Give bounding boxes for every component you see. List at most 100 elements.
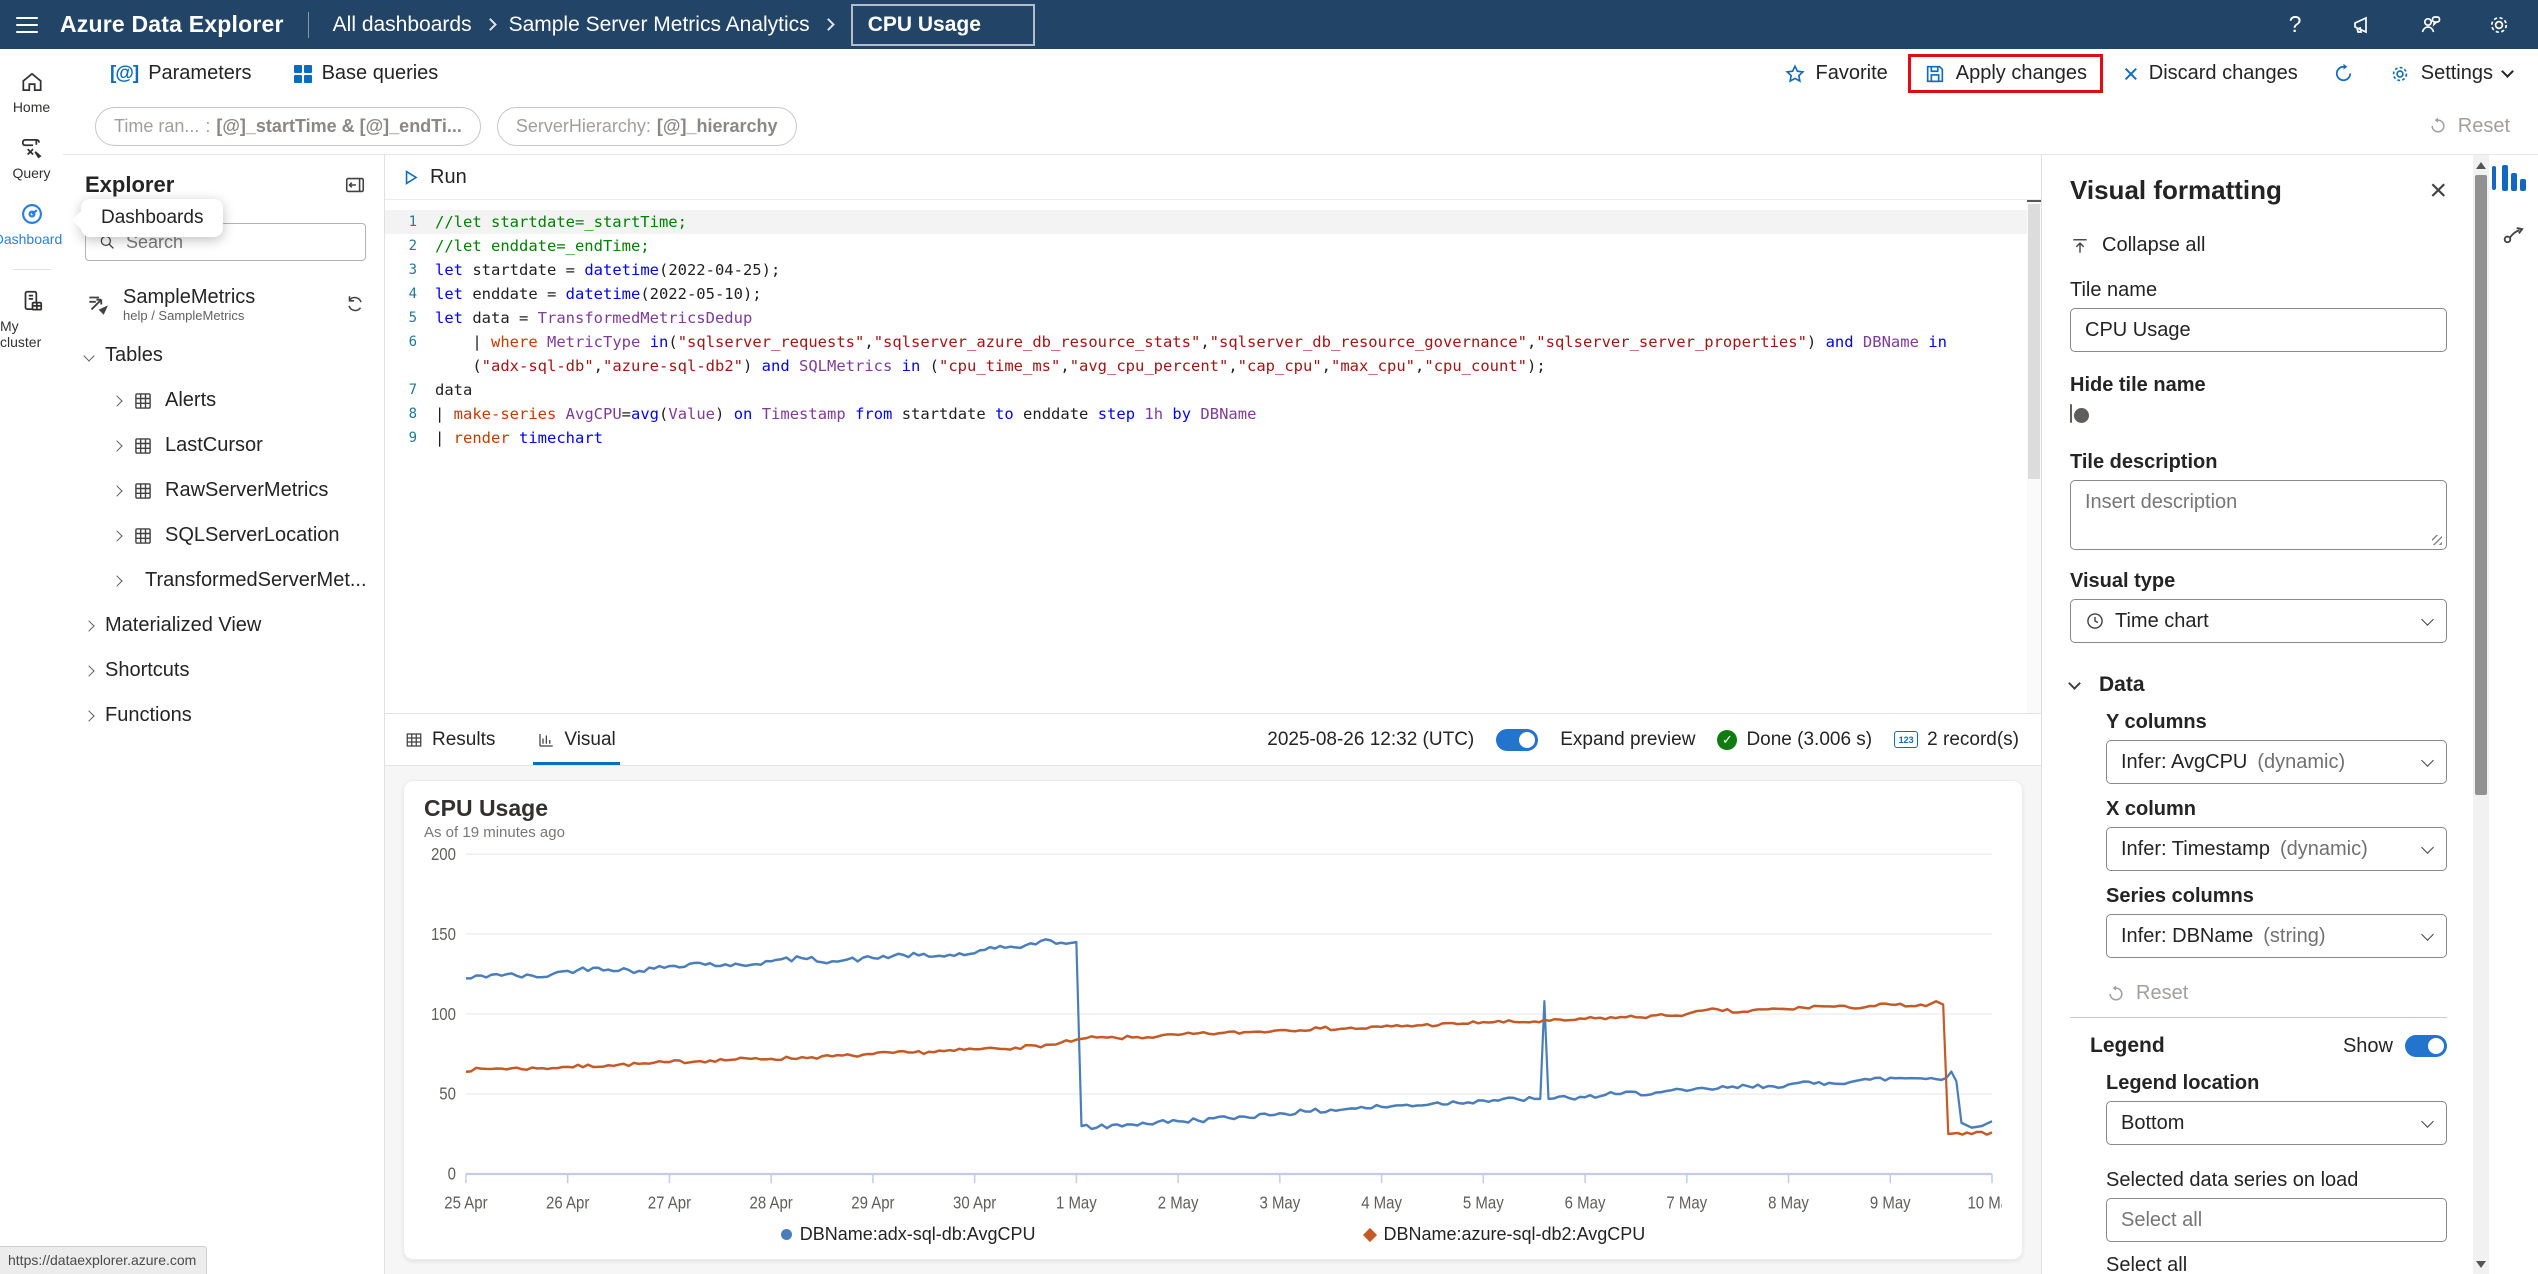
expand-preview-label: Expand preview: [1560, 728, 1696, 750]
apply-changes-button[interactable]: Apply changes: [1924, 62, 2087, 85]
sidebar-item-dashboards[interactable]: Dashboards: [0, 201, 69, 247]
tile-description-field[interactable]: Insert description: [2070, 480, 2447, 550]
reset-parameters-button[interactable]: Reset: [2428, 115, 2510, 138]
chevron-down-icon: [2421, 612, 2434, 626]
status-url-tooltip: https://dataexplorer.azure.com: [0, 1246, 208, 1274]
base-queries-button[interactable]: Base queries: [293, 62, 438, 85]
chevron-down-icon: [2421, 927, 2434, 941]
crosslink-rail-button[interactable]: [2489, 221, 2538, 247]
settings-button[interactable]: Settings: [2389, 62, 2514, 85]
table-item[interactable]: Alerts: [85, 378, 366, 423]
legend-show-toggle[interactable]: [2405, 1035, 2447, 1057]
table-icon: [135, 437, 151, 454]
breadcrumb-all-dashboards[interactable]: All dashboards: [332, 12, 472, 36]
svg-text:28 Apr: 28 Apr: [750, 1193, 794, 1212]
database-selector[interactable]: SampleMetrics help / SampleMetrics: [85, 281, 366, 327]
svg-text:200: 200: [431, 845, 456, 864]
chevron-right-icon: [83, 664, 95, 677]
discard-changes-button[interactable]: × Discard changes: [2122, 58, 2298, 89]
y-columns-dropdown[interactable]: Infer: AvgCPU (dynamic): [2106, 740, 2447, 784]
run-icon: [405, 169, 418, 185]
panel-scrollbar[interactable]: [2473, 155, 2489, 1274]
select-all-link[interactable]: Select all: [2106, 1254, 2188, 1274]
collapse-all-button[interactable]: Collapse all: [2070, 234, 2447, 257]
chevron-right-icon: [111, 484, 123, 497]
chevron-down-icon: [2421, 840, 2434, 854]
collapse-panel-icon[interactable]: [344, 174, 366, 196]
server-hierarchy-pill[interactable]: ServerHierarchy: [@]_hierarchy: [496, 106, 797, 146]
breadcrumb-dashboard[interactable]: Sample Server Metrics Analytics: [508, 12, 810, 36]
table-item[interactable]: TransformedServerMet...: [85, 558, 367, 603]
right-tool-rail: [2489, 155, 2538, 1274]
table-item[interactable]: LastCursor: [85, 423, 366, 468]
tree-group-item[interactable]: Shortcuts: [83, 648, 366, 693]
scrollbar-thumb[interactable]: [2475, 175, 2487, 795]
scroll-up-arrow[interactable]: [2473, 157, 2489, 173]
selected-series-field[interactable]: Select all: [2106, 1198, 2447, 1242]
legend-location-dropdown[interactable]: Bottom: [2106, 1101, 2447, 1145]
svg-text:26 Apr: 26 Apr: [546, 1193, 590, 1212]
code-line: 2//let enddate=_endTime;: [408, 237, 650, 255]
table-item[interactable]: SQLServerLocation: [85, 513, 366, 558]
hamburger-menu-icon[interactable]: [16, 16, 38, 33]
refresh-button[interactable]: [2332, 62, 2355, 85]
tab-results[interactable]: Results: [401, 714, 499, 765]
query-timestamp: 2025-08-26 12:32 (UTC): [1267, 728, 1475, 750]
close-icon: ×: [2122, 58, 2139, 89]
hide-tile-name-toggle[interactable]: [2070, 404, 2072, 423]
visual-type-dropdown[interactable]: Time chart: [2070, 599, 2447, 643]
legend-item[interactable]: DBName:adx-sql-db:AvgCPU: [780, 1224, 1035, 1245]
svg-text:9 May: 9 May: [1870, 1193, 1911, 1212]
bar-chart-icon: [2501, 165, 2526, 191]
dashboard-name-input[interactable]: CPU Usage: [850, 3, 1035, 46]
svg-text:2 May: 2 May: [1158, 1193, 1199, 1212]
settings-gear-icon[interactable]: [2486, 12, 2512, 38]
chevron-right-icon: [111, 394, 123, 407]
tree-tables-header[interactable]: Tables: [83, 333, 366, 378]
parameters-button[interactable]: [@] Parameters: [110, 62, 252, 84]
run-button[interactable]: Run: [430, 165, 467, 188]
sidebar-item-home[interactable]: Home: [0, 69, 63, 115]
x-column-dropdown[interactable]: Infer: Timestamp (dynamic): [2106, 827, 2447, 871]
announcements-icon[interactable]: [2350, 12, 2376, 38]
chevron-right-icon: [111, 574, 123, 587]
collapse-all-icon: [2073, 238, 2087, 253]
sync-icon[interactable]: [344, 293, 366, 315]
close-icon[interactable]: ×: [2429, 173, 2447, 207]
chevron-right-icon: [483, 18, 497, 31]
undo-icon: [2431, 117, 2445, 133]
svg-text:0: 0: [448, 1165, 456, 1184]
legend-section-header[interactable]: Legend: [2090, 1034, 2165, 1057]
tree-group-item[interactable]: Functions: [83, 693, 366, 738]
scroll-down-arrow[interactable]: [2473, 1256, 2489, 1272]
reset-data-button[interactable]: Reset: [2106, 982, 2447, 1005]
tile-description-label: Tile description: [2070, 451, 2218, 473]
svg-text:4 May: 4 May: [1361, 1193, 1402, 1212]
tab-visual[interactable]: Visual: [533, 714, 621, 765]
data-section-header[interactable]: Data: [2068, 673, 2447, 697]
tree-group-item[interactable]: Materialized View: [83, 603, 366, 648]
svg-text:7 May: 7 May: [1666, 1193, 1707, 1212]
parameters-icon: [@]: [110, 62, 139, 84]
chevron-down-icon: [2501, 65, 2514, 78]
table-item[interactable]: RawServerMetrics: [85, 468, 366, 513]
app-title: Azure Data Explorer: [60, 11, 284, 37]
series-columns-dropdown[interactable]: Infer: DBName (string): [2106, 914, 2447, 958]
tile-name-field[interactable]: CPU Usage: [2070, 308, 2447, 352]
time-range-pill[interactable]: Time ran...: [@]_startTime & [@]_endTi...: [95, 106, 481, 146]
expand-preview-toggle[interactable]: [1496, 728, 1539, 751]
feedback-icon[interactable]: [2418, 12, 2444, 38]
kql-editor[interactable]: 1//let startdate=_startTime; 2//let endda…: [385, 200, 2041, 713]
code-line: 4 let enddate = datetime(2022-05-10);: [408, 285, 762, 303]
chevron-down-icon[interactable]: [311, 298, 324, 311]
visual-formatting-rail-button[interactable]: [2489, 165, 2538, 191]
help-icon[interactable]: ?: [2288, 11, 2302, 37]
legend-item[interactable]: DBName:azure-sql-db2:AvgCPU: [1363, 1224, 1645, 1245]
sidebar-item-query[interactable]: Query: [0, 135, 63, 181]
favorite-button[interactable]: Favorite: [1784, 62, 1888, 85]
editor-scrollbar[interactable]: [2027, 200, 2041, 713]
tile-name-label: Tile name: [2070, 279, 2158, 301]
svg-text:29 Apr: 29 Apr: [851, 1193, 895, 1212]
sidebar-item-my-cluster[interactable]: My cluster: [0, 288, 63, 350]
chart-legend: DBName:adx-sql-db:AvgCPU DBName:azure-sql…: [424, 1224, 2002, 1245]
